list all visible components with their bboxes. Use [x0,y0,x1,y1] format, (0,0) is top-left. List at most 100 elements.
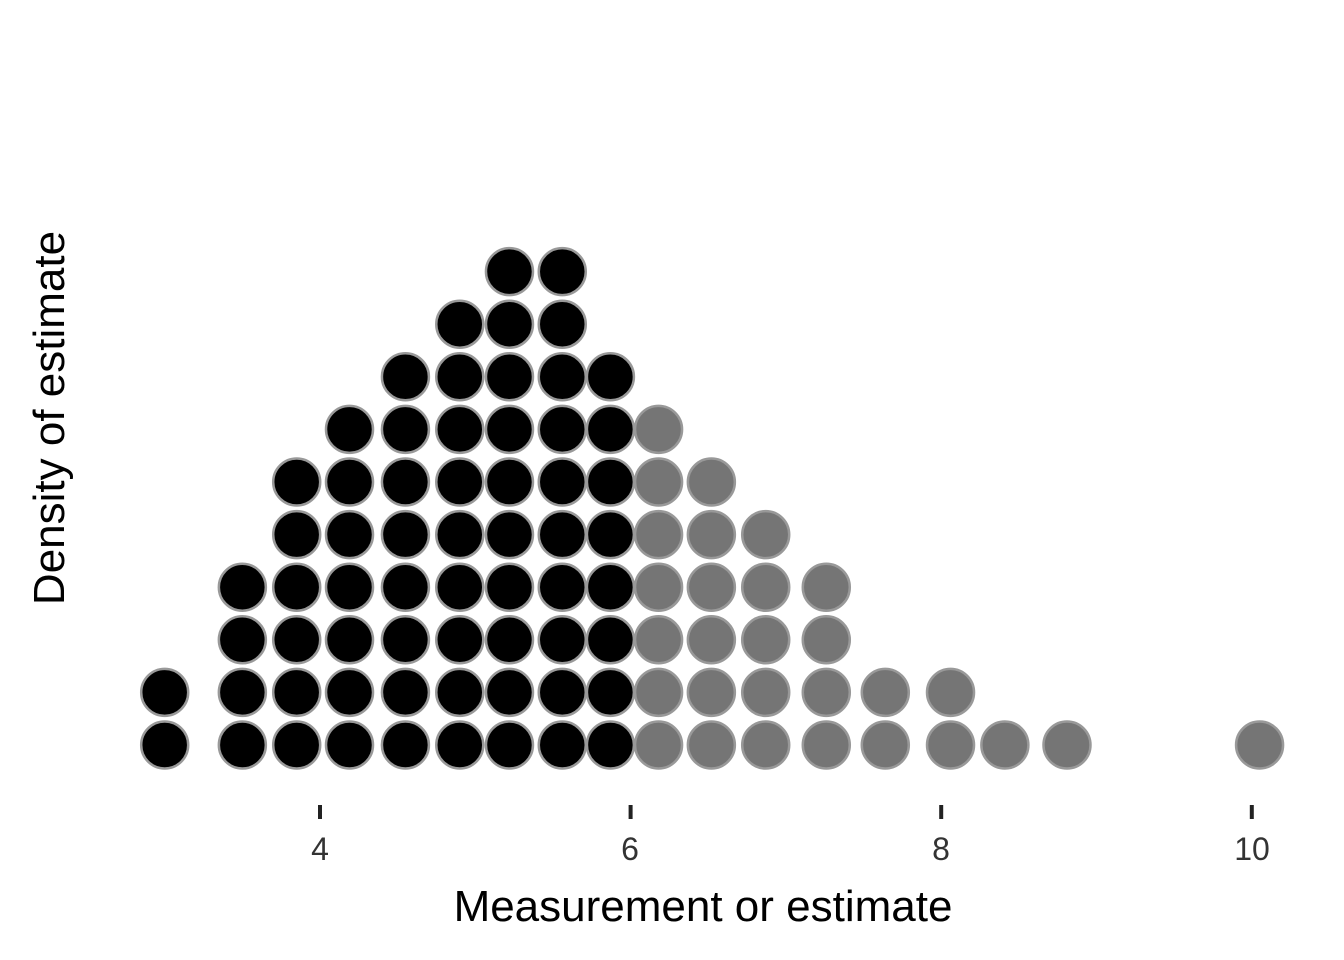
dot-x4.9-6 [435,457,485,507]
dot-x5.87-1 [585,720,636,770]
dot-x3.85-5 [271,509,322,560]
dot-x3.5-4 [217,562,268,612]
dot-x5.22-1 [484,720,535,770]
dot-x8.41-1 [980,720,1030,770]
dot-x4.55-4 [380,562,431,612]
dot-x5.56-3 [537,615,588,665]
dot-x7.26-2 [801,667,852,718]
dot-x3.5-3 [217,615,268,665]
dot-x4.19-2 [324,667,375,718]
dot-x3.85-6 [271,457,322,507]
dot-x7.26-3 [801,615,852,665]
dot-x6.18-7 [633,404,684,455]
dot-x4.19-6 [324,457,375,507]
dot-x5.56-2 [537,667,588,718]
dot-x7.64-2 [860,667,911,718]
dot-x6.52-3 [686,615,737,665]
x-tick-label-10: 10 [1234,831,1270,867]
dot-x8.06-1 [925,720,976,770]
dot-x5.22-6 [484,457,535,507]
dot-x5.87-2 [585,667,636,718]
dot-x6.52-1 [686,720,737,770]
x-tick-label-8: 8 [932,831,950,867]
dot-x4.9-3 [435,615,485,665]
y-axis-title: Density of estimate [25,231,74,605]
dot-x4.9-5 [435,509,485,560]
dot-x7.64-1 [860,720,911,770]
dot-x5.56-1 [537,720,588,770]
dot-x4.55-7 [380,404,431,455]
dot-x6.87-1 [740,720,791,770]
dot-x4.55-3 [380,615,431,665]
dot-x5.56-8 [537,352,588,402]
dot-x5.22-4 [484,562,535,612]
dot-x5.87-8 [585,352,636,402]
dot-x7.26-4 [801,562,852,612]
dot-x4.9-1 [435,720,485,770]
dot-x5.56-9 [537,299,588,349]
dot-x4.55-5 [380,509,431,560]
dot-x3-1 [139,720,190,770]
dot-x5.56-4 [537,562,588,612]
dot-x4.55-6 [380,457,431,507]
dot-x6.87-3 [740,615,791,665]
dot-x6.87-5 [740,509,791,560]
dot-x3.5-2 [217,667,268,718]
dot-x5.87-6 [585,457,636,507]
dot-x6.18-2 [633,667,684,718]
dot-x3.85-4 [271,562,322,612]
dot-x6.87-2 [740,667,791,718]
dot-x5.22-9 [484,299,535,349]
dot-x3.85-3 [271,615,322,665]
dot-x5.56-6 [537,457,588,507]
dot-x5.22-2 [484,667,535,718]
dot-x5.22-3 [484,615,535,665]
dot-x4.9-8 [435,352,485,402]
dot-x6.18-5 [633,509,684,560]
dot-x4.19-7 [324,404,375,455]
dot-x5.87-5 [585,509,636,560]
dot-x8.06-2 [925,667,976,718]
dot-x6.18-4 [633,562,684,612]
dot-x3.5-1 [217,720,268,770]
dot-x4.19-1 [324,720,375,770]
dot-x4.19-3 [324,615,375,665]
dot-x3.85-2 [271,667,322,718]
dot-x5.87-4 [585,562,636,612]
dot-x4.55-2 [380,667,431,718]
dots-layer [139,246,1285,770]
dot-x5.22-10 [484,246,535,297]
dot-x3-2 [139,667,190,718]
dot-x4.9-9 [435,299,485,349]
dot-x6.52-2 [686,667,737,718]
x-tick-label-6: 6 [621,831,639,867]
dot-x6.87-4 [740,562,791,612]
dot-x5.56-10 [537,246,588,297]
dot-x5.56-7 [537,404,588,455]
x-axis-title: Measurement or estimate [454,882,953,931]
dot-x4.55-1 [380,720,431,770]
dot-x5.87-3 [585,615,636,665]
dot-x10.05-1 [1234,720,1285,770]
dot-x6.18-3 [633,615,684,665]
dot-x6.18-1 [633,720,684,770]
dot-x4.9-2 [435,667,485,718]
dot-x4.9-7 [435,404,485,455]
dot-x4.19-5 [324,509,375,560]
dot-x3.85-1 [271,720,322,770]
dot-x8.81-1 [1042,720,1092,770]
dot-x5.22-8 [484,352,535,402]
dot-x6.18-6 [633,457,684,507]
dot-x7.26-1 [801,720,852,770]
x-tick-label-4: 4 [311,831,329,867]
dot-x6.52-5 [686,509,737,560]
dot-x6.52-6 [686,457,737,507]
dot-x5.56-5 [537,509,588,560]
dot-x4.9-4 [435,562,485,612]
dot-x4.55-8 [380,352,431,402]
dot-x5.87-7 [585,404,636,455]
dot-x5.22-5 [484,509,535,560]
dot-x4.19-4 [324,562,375,612]
x-axis: 4 6 8 10 [311,805,1270,867]
